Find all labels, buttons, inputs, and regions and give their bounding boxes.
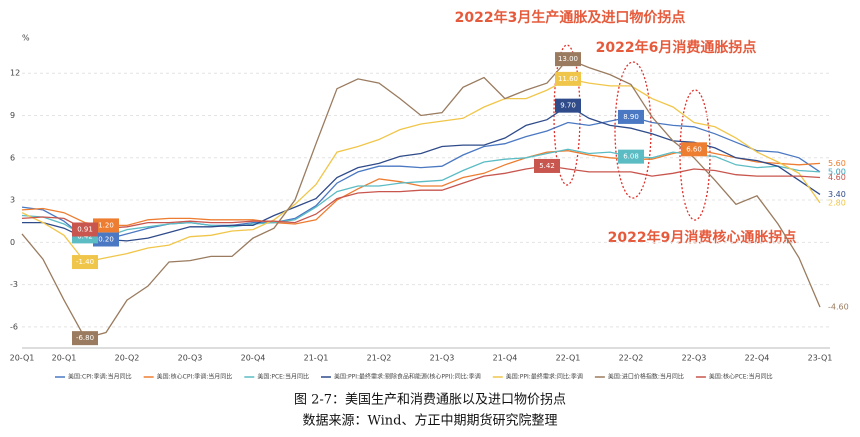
series-line: [21, 78, 821, 263]
y-tick-label: 0: [10, 238, 15, 247]
value-label: 5.60: [828, 159, 846, 168]
value-label: 11.60: [558, 75, 578, 83]
series-line: [22, 104, 821, 242]
y-tick-label: -6: [10, 322, 18, 331]
y-unit: %: [22, 34, 30, 43]
y-tick-label: 9: [10, 111, 15, 120]
series-line: [21, 148, 821, 227]
legend-label: 美国:核心CPI:季调:当月同比: [157, 373, 233, 381]
x-tick-label: 21-Q4: [493, 354, 518, 363]
series-line: [21, 116, 821, 241]
value-label: 0.91: [77, 225, 93, 233]
value-label: 3.40: [828, 190, 846, 199]
annotation: 2022年3月生产通胀及进口物价拐点: [455, 9, 686, 26]
x-tick-label: 21-Q3: [430, 354, 455, 363]
y-tick-label: 12: [10, 69, 20, 78]
legend-label: 美国:核心PCE:当月同比: [709, 373, 773, 381]
value-label: 2.80: [828, 198, 846, 207]
value-label: -1.40: [76, 258, 94, 266]
caption: 图 2-7：美国生产和消费通胀以及进口物价拐点: [294, 393, 566, 408]
value-label: 6.08: [623, 153, 639, 161]
legend-label: 美国:PPI:最终需求:同比:季调: [506, 373, 583, 381]
value-label-box: [555, 71, 581, 86]
value-label-box: [93, 218, 119, 233]
value-label-box: [555, 52, 581, 67]
y-tick-label: 3: [10, 196, 15, 205]
x-tick-label: 22-Q4: [745, 354, 770, 363]
value-label-box: [534, 158, 560, 173]
value-label: 9.70: [560, 102, 576, 110]
x-tick-label: 20-Q2: [115, 354, 140, 363]
legend-label: 美国:CPI:季调:当月同比: [68, 373, 132, 381]
x-tick-label: 21-Q1: [304, 354, 329, 363]
x-tick-label: 22-Q1: [556, 354, 581, 363]
value-label: 5.42: [539, 162, 555, 170]
source: 数据来源：Wind、方正中期期货研究院整理: [303, 413, 558, 429]
value-label-box: [72, 222, 98, 237]
x-tick-label: 20-Q4: [241, 354, 266, 363]
annotation: 2022年9月消费核心通胀拐点: [608, 229, 797, 246]
x-tick-label: 20-Q1: [10, 354, 35, 363]
value-label-box: [72, 331, 98, 346]
series-line: [21, 165, 821, 231]
value-label-box: [681, 142, 707, 157]
value-label: 5.00: [828, 167, 846, 176]
value-label-box: [618, 149, 644, 164]
highlight-ellipse: [614, 61, 652, 199]
value-label: 0.20: [98, 236, 114, 244]
value-label-box: [93, 232, 119, 247]
annotation: 2022年6月消费通胀拐点: [596, 39, 757, 56]
value-label: -6.80: [76, 334, 94, 342]
x-tick-label: 21-Q2: [367, 354, 392, 363]
x-tick-label: 20-Q1: [52, 354, 77, 363]
value-label: 4.60: [828, 173, 846, 182]
series-line: [21, 58, 821, 339]
value-label: 6.60: [686, 145, 702, 153]
value-label: 5.00: [828, 167, 846, 176]
x-tick-label: 20-Q3: [178, 354, 203, 363]
value-label: -4.60: [828, 303, 849, 312]
highlight-ellipse: [679, 89, 711, 221]
legend-label: 美国:PPI:最终需求:剔除食品和能源(核心PPI):同比:季调: [334, 373, 481, 381]
value-label: 8.90: [623, 113, 639, 121]
value-label-box: [72, 255, 98, 270]
y-tick-label: -3: [10, 280, 18, 289]
value-label: 13.00: [558, 55, 578, 63]
value-label: 1.20: [98, 221, 114, 229]
y-tick-label: 6: [10, 153, 15, 162]
x-tick-label: 23-Q1: [808, 354, 833, 363]
legend-label: 美国:进口价格指数:当月同比: [608, 373, 684, 381]
x-tick-label: 22-Q2: [619, 354, 644, 363]
value-label-box: [618, 109, 644, 124]
value-label-box: [555, 98, 581, 113]
legend-label: 美国:PCE:当月同比: [257, 373, 309, 381]
x-tick-label: 22-Q3: [682, 354, 707, 363]
